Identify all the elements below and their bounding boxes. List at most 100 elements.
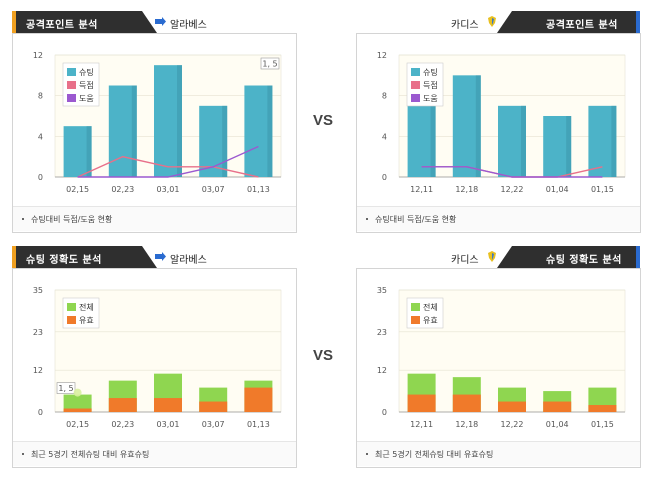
y-tick-label: 0: [38, 408, 43, 417]
panel-header: 공격포인트 분석 카디스: [356, 11, 641, 33]
legend-swatch: [67, 94, 76, 102]
bullet-icon: [366, 218, 368, 220]
bar-shade: [222, 105, 228, 177]
x-tick-label: 01,15: [591, 420, 614, 429]
panel-title: 슈팅 정확도 분석: [546, 255, 622, 266]
x-tick-label: 03,01: [157, 185, 180, 194]
legend-swatch: [411, 94, 420, 102]
footer-caption: 슈팅대비 득점/도움 현황: [31, 215, 113, 224]
x-tick-label: 03,07: [202, 185, 225, 194]
legend-swatch: [411, 81, 420, 89]
bar: [63, 394, 92, 412]
bar: [543, 401, 572, 412]
y-tick-label: 35: [33, 286, 43, 295]
x-tick-label: 01,04: [546, 420, 569, 429]
accuracy-panel-right: 슈팅 정확도 분석 카디스 0 12 23 35 12,11 12,18 12,22 01,0…: [356, 246, 641, 468]
chart-footer: 최근 5경기 전체슈팅 대비 유효슈팅: [357, 441, 640, 466]
y-tick-label: 12: [377, 366, 387, 375]
chart-box: 0 4 8 12 02,15 02,23 03,01 03,07 01,13 1, 5 슈팅 득점 도움…: [12, 33, 297, 233]
y-tick-label: 12: [33, 366, 43, 375]
bar: [452, 394, 481, 412]
y-tick-label: 0: [38, 173, 43, 182]
accuracy-panel-left: 슈팅 정확도 분석 알라베스 0 12 23 35 02,15 02,23 03,01 03,…: [12, 246, 297, 468]
annotation-box: [260, 57, 280, 70]
bar: [199, 401, 228, 412]
legend-swatch: [411, 303, 420, 311]
vs-label: VS: [313, 347, 334, 364]
bar-shade: [475, 75, 481, 177]
x-tick-label: 12,22: [501, 185, 524, 194]
x-tick-label: 01,13: [247, 185, 270, 194]
chart-box: 0 12 23 35 12,11 12,18 12,22 01,04 01,15 전체 유효 최근 …: [356, 268, 641, 468]
legend-label: 득점: [423, 80, 438, 90]
y-tick-label: 4: [382, 132, 387, 141]
team-name: 카디스: [451, 20, 479, 31]
legend-label: 유효: [79, 316, 94, 325]
bullet-icon: [22, 218, 24, 220]
y-tick-label: 35: [377, 286, 387, 295]
panel-title: 공격포인트 분석: [546, 20, 618, 31]
footer-caption: 최근 5경기 전체슈팅 대비 유효슈팅: [375, 450, 494, 459]
legend-label: 도움: [423, 94, 438, 103]
x-tick-label: 12,22: [501, 420, 524, 429]
bar-shade: [177, 65, 182, 177]
legend-label: 슈팅: [79, 67, 94, 77]
x-tick-label: 03,01: [157, 420, 180, 429]
x-tick-label: 12,11: [410, 185, 433, 194]
legend-swatch: [67, 303, 76, 311]
chart-footer: 슈팅대비 득점/도움 현황: [13, 206, 296, 231]
team-name: 알라베스: [170, 255, 207, 266]
bar-shade: [611, 105, 617, 177]
team-name: 알라베스: [170, 20, 207, 31]
series-line: [421, 166, 603, 178]
bar: [63, 408, 92, 412]
bar: [588, 405, 617, 412]
series-line: [77, 155, 259, 178]
team-crest-icon: [488, 16, 496, 27]
bar: [498, 401, 526, 412]
legend-label: 슈팅: [423, 67, 438, 77]
y-tick-label: 12: [33, 51, 43, 60]
attack-panel-left: 공격포인트 분석 알라베스 0 4 8 12 02,15 02,23 03,01 03,07 0…: [12, 11, 297, 233]
x-tick-label: 01,13: [247, 420, 270, 429]
team-crest-icon: [488, 251, 496, 262]
x-tick-label: 12,18: [455, 185, 478, 194]
legend-label: 전체: [79, 302, 94, 312]
chart-box: 0 4 8 12 12,11 12,18 12,22 01,04 01,15 슈팅 득점 도움 슈팅대…: [356, 33, 641, 233]
panel-header: 슈팅 정확도 분석 카디스: [356, 246, 641, 268]
x-tick-label: 12,18: [455, 420, 478, 429]
annotation-box: [56, 382, 76, 394]
team-name: 카디스: [451, 255, 479, 266]
bar: [108, 398, 137, 412]
vs-label: VS: [313, 112, 334, 129]
bar: [244, 387, 273, 412]
bar-shade: [86, 126, 92, 177]
bar-shade: [566, 116, 572, 177]
y-tick-label: 8: [38, 92, 43, 101]
bar-shade: [131, 85, 137, 177]
legend-label: 전체: [423, 302, 438, 312]
bar-shade: [521, 105, 526, 177]
bar-shade: [267, 85, 273, 177]
x-tick-label: 02,15: [66, 185, 89, 194]
footer-caption: 슈팅대비 득점/도움 현황: [375, 215, 457, 224]
x-tick-label: 03,07: [202, 420, 225, 429]
chart-footer: 슈팅대비 득점/도움 현황: [357, 206, 640, 231]
x-tick-label: 02,23: [111, 420, 134, 429]
bar-shade: [430, 95, 436, 177]
x-tick-label: 01,15: [591, 185, 614, 194]
annotation-label: 1, 5: [262, 60, 277, 69]
bullet-icon: [22, 453, 24, 455]
y-tick-label: 23: [33, 328, 43, 337]
legend-label: 도움: [79, 94, 94, 103]
bar: [154, 398, 182, 412]
annotation-label: 1, 5: [58, 384, 73, 393]
series-line: [77, 145, 259, 178]
attack-panel-right: 공격포인트 분석 카디스 0 4 8 12 12,11 12,18 12,22 01,04 01…: [356, 11, 641, 233]
team-crest-icon: [155, 252, 166, 261]
legend-label: 득점: [79, 80, 94, 90]
